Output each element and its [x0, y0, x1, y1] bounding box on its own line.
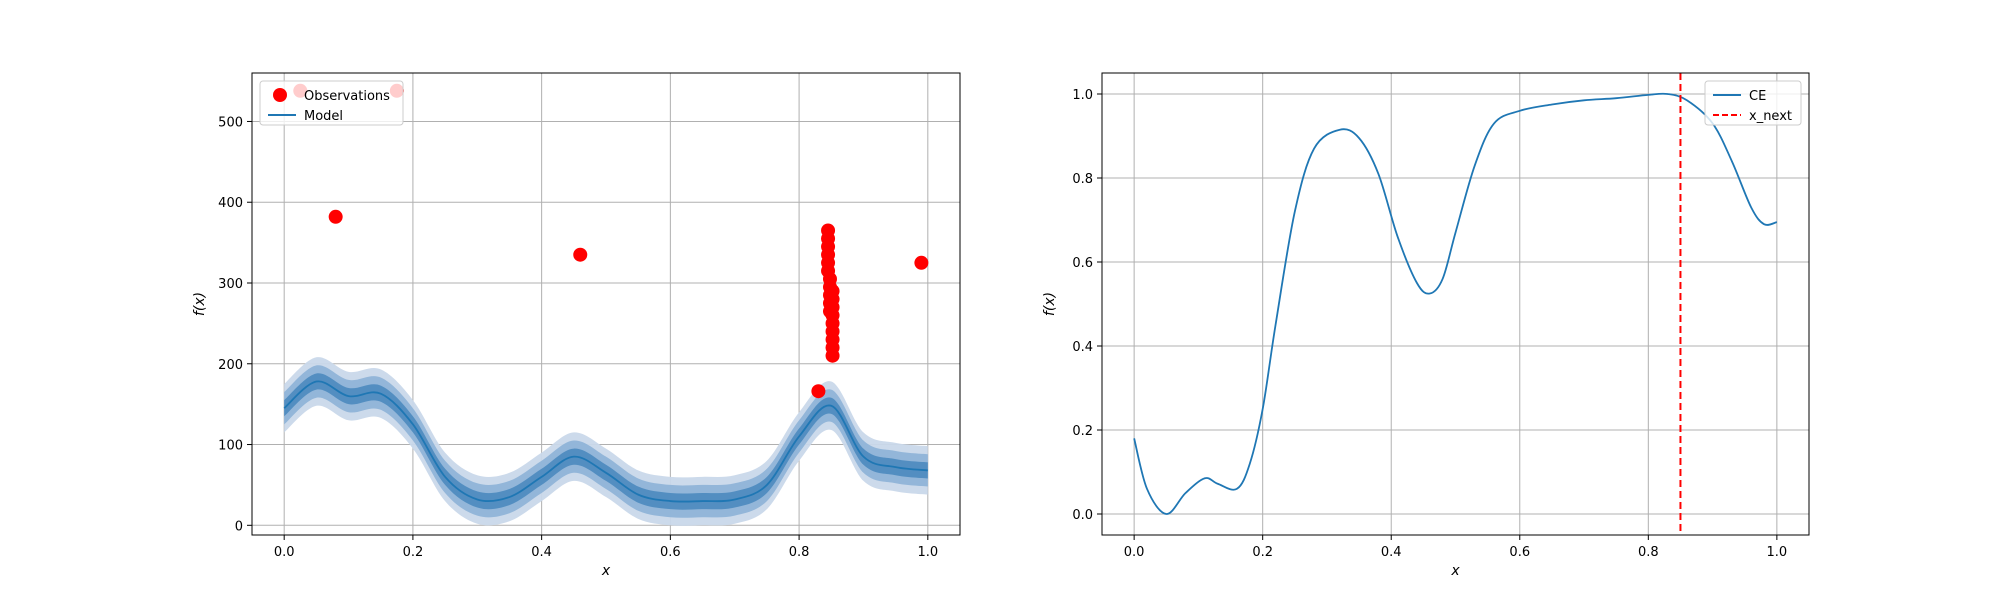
left-xtick-label: 1.0: [917, 545, 938, 560]
left-xtick-label: 0.0: [274, 545, 295, 560]
left-ytick-label: 200: [218, 358, 243, 373]
observation-point: [914, 255, 929, 270]
right-xtick-label: 0.8: [1638, 545, 1659, 560]
ce-line: [1133, 92, 1778, 515]
left-ytick-label: 500: [218, 115, 243, 130]
left-ytick-label: 0: [235, 519, 243, 534]
legend-entry-label: x_next: [1749, 109, 1792, 124]
left-x-axis-label: x: [601, 563, 611, 579]
observation-point: [811, 384, 826, 399]
left-xtick-label: 0.4: [531, 545, 552, 560]
legend-box: [1704, 80, 1802, 126]
legend-entry-label: Observations: [304, 89, 390, 104]
right-legend: CE x_next: [1704, 80, 1802, 126]
legend-marker-observations: [273, 88, 287, 102]
right-x-axis-label: x: [1450, 563, 1460, 579]
legend-entry-label: CE: [1749, 89, 1766, 104]
left-ytick-label: 100: [218, 439, 243, 454]
right-ytick-label: 0.8: [1072, 172, 1093, 187]
right-ytick-label: 0.4: [1072, 340, 1093, 355]
model-line: [283, 380, 928, 503]
right-ytick-label: 1.0: [1072, 88, 1093, 103]
right-xtick-label: 1.0: [1767, 545, 1788, 560]
left-axes-frame: [251, 72, 961, 536]
left-legend: Observations Model: [259, 80, 404, 126]
right-ytick-label: 0.2: [1072, 424, 1093, 439]
left-ytick-label: 400: [218, 196, 243, 211]
right-xtick-label: 0.0: [1124, 545, 1145, 560]
left-xtick-label: 0.6: [660, 545, 681, 560]
right-plot-panel: 0.0 0.2 0.4 0.6 0.8 1.0 0.0 0.2 0.4 0.6 0.8 1.0 x f(x…: [1042, 72, 1810, 579]
left-plot-panel: 0.0 0.2 0.4 0.6 0.8 1.0 0 100 200 300 400 500 x f(x) O…: [192, 72, 961, 579]
right-xtick-label: 0.6: [1509, 545, 1530, 560]
right-ytick-label: 0.0: [1072, 508, 1093, 523]
left-xtick-label: 0.8: [789, 545, 810, 560]
observation-point: [825, 348, 840, 363]
left-y-axis-label: f(x): [192, 292, 208, 316]
observation-point: [328, 209, 343, 224]
right-xtick-label: 0.4: [1381, 545, 1402, 560]
left-ytick-label: 300: [218, 277, 243, 292]
left-xtick-label: 0.2: [403, 545, 424, 560]
right-ytick-label: 0.6: [1072, 256, 1093, 271]
legend-entry-label: Model: [304, 109, 343, 124]
right-y-axis-label: f(x): [1042, 292, 1058, 316]
right-xtick-label: 0.2: [1252, 545, 1273, 560]
observation-point: [573, 247, 588, 262]
right-axes-frame: [1101, 72, 1810, 536]
